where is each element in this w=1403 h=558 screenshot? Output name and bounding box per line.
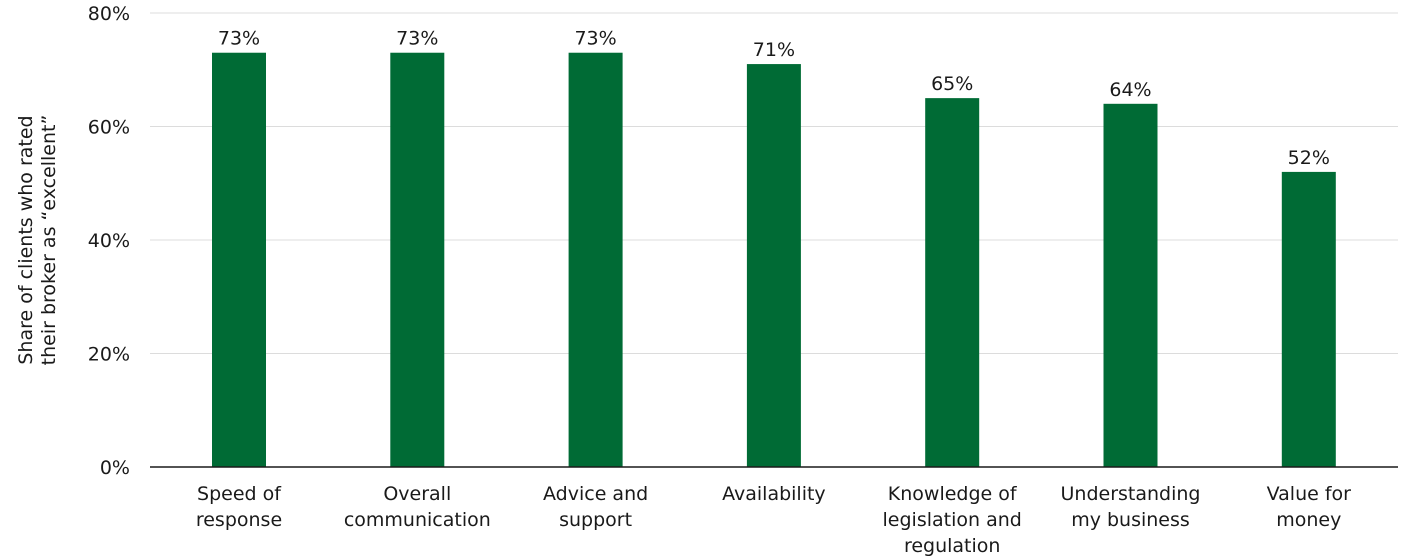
bar: [1103, 103, 1158, 468]
data-label: 73%: [574, 28, 616, 50]
data-label: 64%: [1109, 79, 1151, 101]
y-tick-label: 80%: [88, 3, 130, 25]
x-category-line: Knowledge of: [888, 483, 1018, 505]
bar: [925, 98, 980, 467]
y-tick-label: 0%: [100, 457, 130, 479]
y-axis-ticks: 0% 20% 40% 60% 80%: [88, 3, 130, 479]
data-label: 73%: [396, 28, 438, 50]
data-label: 73%: [218, 28, 260, 50]
bar: [568, 52, 623, 467]
y-tick-label: 60%: [88, 117, 130, 139]
x-category-line: Speed of: [197, 483, 282, 505]
x-category-line: Understanding: [1061, 483, 1201, 505]
x-category-line: support: [559, 509, 632, 531]
x-category-line: my business: [1071, 509, 1190, 531]
y-tick-label: 40%: [88, 230, 130, 252]
x-category-label: Availability: [722, 483, 826, 505]
data-labels: 73% 73% 73% 71% 65% 64% 52%: [218, 28, 1330, 169]
x-category-label: Value for money: [1267, 483, 1352, 531]
bar: [390, 52, 445, 467]
y-axis-title-line: Share of clients who rated: [15, 115, 37, 364]
x-category-label: Knowledge of legislation and regulation: [883, 483, 1022, 557]
x-category-label: Advice and support: [543, 483, 648, 531]
x-category-line: legislation and: [883, 509, 1022, 531]
x-category-line: response: [196, 509, 282, 531]
y-axis-title-line: their broker as “excellent”: [38, 115, 60, 366]
data-label: 71%: [753, 39, 795, 61]
data-label: 65%: [931, 73, 973, 95]
y-axis-title: Share of clients who ratedtheir broker a…: [15, 115, 60, 366]
x-category-label: Understanding my business: [1061, 483, 1201, 531]
x-category-line: Overall: [383, 483, 451, 505]
x-category-label: Overall communication: [344, 483, 491, 531]
bar: [212, 52, 266, 467]
x-axis-categories: Speed of response Overall communication Advi…: [196, 483, 1351, 557]
x-category-line: Advice and: [543, 483, 648, 505]
y-tick-label: 20%: [88, 344, 130, 366]
x-category-line: Availability: [722, 483, 826, 505]
bars: [212, 52, 1336, 468]
bar: [746, 64, 801, 467]
x-category-line: Value for: [1267, 483, 1352, 505]
x-category-line: communication: [344, 509, 491, 531]
x-category-label: Speed of response: [196, 483, 282, 531]
bar: [1281, 171, 1336, 467]
x-category-line: money: [1276, 509, 1341, 531]
data-label: 52%: [1288, 147, 1330, 169]
x-category-line: regulation: [904, 535, 1001, 557]
